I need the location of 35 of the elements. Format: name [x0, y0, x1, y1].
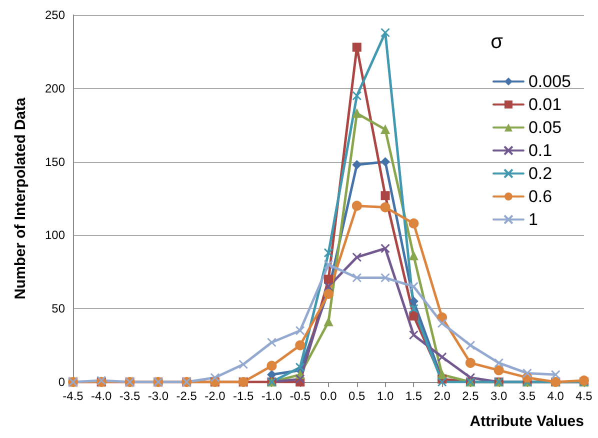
legend-label: 0.1	[528, 141, 552, 160]
x-tick-label: 2.0	[434, 389, 451, 403]
y-tick-label: 100	[44, 228, 66, 242]
x-tick-label: -2.0	[204, 389, 226, 403]
y-tick-label: 0	[58, 375, 66, 389]
legend-label: 1	[528, 210, 538, 229]
x-tick-label: -2.5	[176, 389, 198, 403]
x-tick-label: 1.0	[376, 389, 394, 403]
x-tick-label: 0.5	[348, 389, 366, 403]
legend-label: 0.005	[528, 72, 572, 91]
x-tick-label: -3.5	[119, 389, 140, 403]
legend-label: 0.05	[528, 118, 562, 137]
x-tick-label: -4.5	[62, 389, 84, 403]
x-tick-label: 2.5	[462, 389, 480, 403]
legend-label: 0.2	[528, 164, 552, 183]
legend-label: 0.6	[528, 187, 552, 206]
x-tick-label: 3.0	[490, 389, 508, 403]
legend-title: σ	[490, 31, 504, 53]
y-tick-label: 250	[44, 8, 66, 22]
x-tick-label: -1.0	[261, 389, 282, 403]
x-tick-label: -3.0	[148, 389, 169, 403]
y-axis-title: Number of Interpolated Data	[12, 97, 29, 300]
x-tick-label: 0.0	[320, 389, 338, 403]
y-tick-label: 50	[52, 302, 66, 316]
x-axis-title: Attribute Values	[470, 413, 584, 430]
y-tick-label: 200	[44, 81, 66, 96]
x-tick-label: 4.5	[576, 389, 593, 403]
x-tick-label: 4.0	[547, 389, 564, 403]
x-tick-label: -0.5	[290, 389, 311, 403]
x-tick-label: -1.5	[232, 389, 254, 403]
x-tick-label: 3.5	[518, 389, 536, 403]
x-tick-label: -4.0	[91, 389, 112, 403]
legend-label: 0.01	[528, 95, 562, 114]
x-tick-label: 1.5	[405, 389, 422, 403]
y-tick-label: 150	[44, 154, 66, 169]
